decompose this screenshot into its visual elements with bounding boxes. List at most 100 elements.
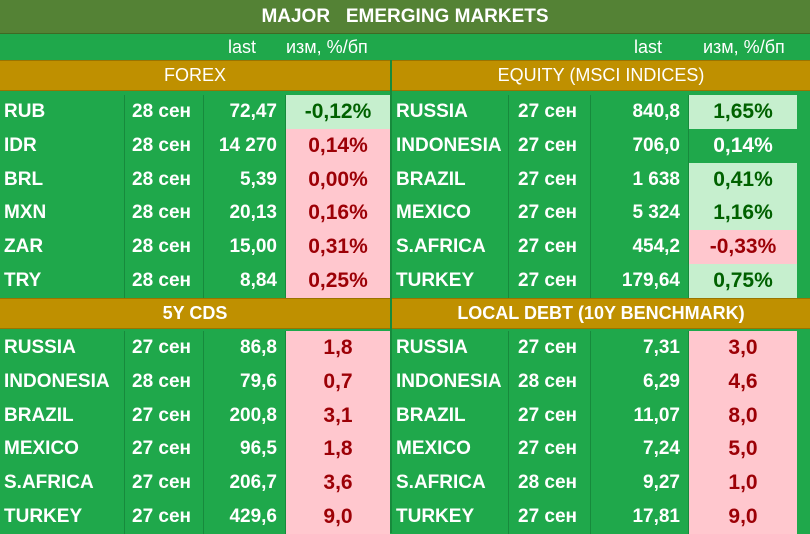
row-last-value: 6,29	[590, 364, 688, 399]
row-change-value: 4,6	[688, 364, 797, 399]
row-change-value: 0,14%	[285, 128, 390, 163]
row-name: INDONESIA	[396, 134, 502, 156]
row-change-value: 0,41%	[688, 162, 797, 197]
row-date: 27 сен	[124, 331, 203, 365]
row-name: BRL	[4, 168, 44, 190]
row-last-value: 206,7	[203, 466, 285, 500]
row-date: 27 сен	[124, 432, 203, 467]
row-last-value: 429,6	[203, 499, 285, 534]
row-change-value: 1,16%	[688, 196, 797, 231]
table-row: INDONESIA 27 сен 706,0 0,14%	[392, 128, 797, 163]
table-row: MXN 28 сен 20,13 0,16%	[0, 196, 405, 231]
row-name: INDONESIA	[4, 370, 110, 392]
row-date: 28 сен	[508, 364, 590, 399]
row-last-value: 706,0	[590, 128, 688, 163]
row-date: 28 сен	[124, 196, 203, 231]
row-last-value: 79,6	[203, 364, 285, 399]
row-last-value: 454,2	[590, 230, 688, 264]
last-column-header: last	[634, 37, 663, 57]
row-change-value: 3,0	[688, 331, 797, 365]
row-last-value: 5 324	[590, 196, 688, 231]
last-column-header: last	[228, 37, 257, 57]
row-change-value: 3,6	[285, 466, 390, 500]
row-last-value: 7,31	[590, 331, 688, 365]
row-change-value: 1,8	[285, 331, 390, 365]
row-last-value: 5,39	[203, 162, 285, 197]
row-date: 27 сен	[124, 398, 203, 433]
row-name: RUSSIA	[4, 337, 76, 358]
page-title: MAJOR EMERGING MARKETS	[0, 0, 810, 34]
table-row: IDR 28 сен 14 270 0,14%	[0, 128, 405, 163]
row-name: S.AFRICA	[396, 236, 486, 258]
table-row: TURKEY 27 сен 429,6 9,0	[0, 499, 405, 534]
row-name: MEXICO	[4, 438, 79, 460]
row-date: 27 сен	[508, 499, 590, 534]
row-name: TURKEY	[4, 505, 83, 527]
row-last-value: 200,8	[203, 398, 285, 433]
row-name: INDONESIA	[396, 370, 502, 392]
row-change-value: 5,0	[688, 432, 797, 467]
table-row: TURKEY 27 сен 17,81 9,0	[392, 499, 797, 534]
row-name: S.AFRICA	[396, 472, 486, 494]
row-change-value: 9,0	[285, 499, 390, 534]
table-row: TURKEY 27 сен 179,64 0,75%	[392, 263, 797, 298]
table-row: BRAZIL 27 сен 200,8 3,1	[0, 398, 405, 433]
row-date: 28 сен	[124, 128, 203, 163]
row-change-value: 3,1	[285, 398, 390, 433]
forex-table: RUB 28 сен 72,47 -0,12% IDR 28 сен 14 270 0,14%…	[0, 95, 405, 298]
row-change-value: 0,7	[285, 364, 390, 399]
row-date: 27 сен	[508, 128, 590, 163]
row-date: 27 сен	[124, 466, 203, 500]
section-header-local-debt: LOCAL DEBT (10Y BENCHMARK)	[392, 298, 810, 329]
row-date: 27 сен	[508, 230, 590, 264]
table-row: MEXICO 27 сен 5 324 1,16%	[392, 196, 797, 231]
table-row: ZAR 28 сен 15,00 0,31%	[0, 230, 405, 264]
row-last-value: 8,84	[203, 263, 285, 298]
table-row: TRY 28 сен 8,84 0,25%	[0, 263, 405, 298]
row-date: 27 сен	[508, 398, 590, 433]
row-change-value: 1,8	[285, 432, 390, 467]
row-date: 28 сен	[124, 364, 203, 399]
change-column-header: изм, %/бп	[286, 37, 368, 57]
row-last-value: 840,8	[590, 95, 688, 129]
row-last-value: 15,00	[203, 230, 285, 264]
row-last-value: 1 638	[590, 162, 688, 197]
row-name: BRAZIL	[396, 168, 466, 190]
table-row: BRL 28 сен 5,39 0,00%	[0, 162, 405, 197]
row-date: 27 сен	[508, 162, 590, 197]
row-last-value: 20,13	[203, 196, 285, 231]
row-date: 27 сен	[508, 196, 590, 231]
table-row: INDONESIA 28 сен 79,6 0,7	[0, 364, 405, 399]
row-last-value: 9,27	[590, 466, 688, 500]
table-row: RUSSIA 27 сен 7,31 3,0	[392, 331, 797, 365]
column-divider	[390, 60, 392, 533]
table-row: MEXICO 27 сен 96,5 1,8	[0, 432, 405, 467]
row-date: 27 сен	[508, 263, 590, 298]
table-row: S.AFRICA 27 сен 454,2 -0,33%	[392, 230, 797, 264]
cds-table: RUSSIA 27 сен 86,8 1,8 INDONESIA 28 сен 79,6 0,…	[0, 331, 405, 534]
left-column-headers: last изм, %/бп	[0, 34, 405, 60]
row-name: RUSSIA	[396, 337, 468, 358]
row-name: BRAZIL	[4, 404, 74, 426]
row-name: MEXICO	[396, 202, 471, 224]
row-date: 27 сен	[508, 95, 590, 129]
row-change-value: 8,0	[688, 398, 797, 433]
row-change-value: 1,0	[688, 466, 797, 500]
row-name: RUB	[4, 101, 46, 122]
row-change-value: -0,12%	[285, 95, 390, 129]
row-last-value: 14 270	[203, 128, 285, 163]
change-column-header: изм, %/бп	[703, 37, 785, 57]
row-change-value: -0,33%	[688, 230, 797, 264]
table-row: MEXICO 27 сен 7,24 5,0	[392, 432, 797, 467]
row-change-value: 0,31%	[285, 230, 390, 264]
table-row: INDONESIA 28 сен 6,29 4,6	[392, 364, 797, 399]
row-name: MXN	[4, 202, 47, 224]
row-last-value: 96,5	[203, 432, 285, 467]
table-row: BRAZIL 27 сен 11,07 8,0	[392, 398, 797, 433]
table-row: RUSSIA 27 сен 840,8 1,65%	[392, 95, 797, 129]
row-name: RUSSIA	[396, 101, 468, 122]
equity-table: RUSSIA 27 сен 840,8 1,65% INDONESIA 27 сен 706…	[392, 95, 797, 298]
row-last-value: 179,64	[590, 263, 688, 298]
section-header-cds: 5Y CDS	[0, 298, 390, 329]
